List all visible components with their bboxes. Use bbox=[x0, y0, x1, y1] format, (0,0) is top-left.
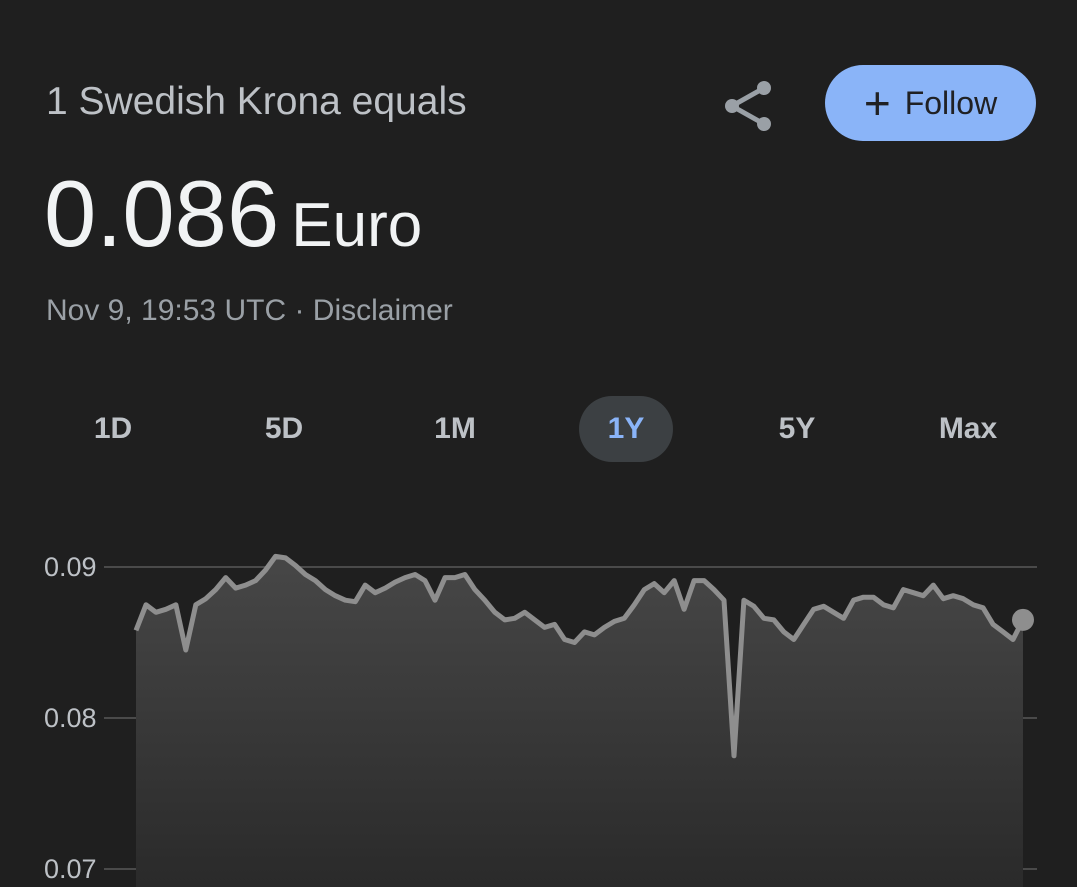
timestamp: Nov 9, 19:53 UTC bbox=[46, 294, 287, 327]
chart-line bbox=[133, 553, 1026, 759]
current-value-dot bbox=[1012, 608, 1034, 631]
tab-5d[interactable]: 5D bbox=[264, 412, 304, 445]
rate-meta: Nov 9, 19:53 UTC · Disclaimer bbox=[46, 294, 453, 328]
follow-button[interactable]: + Follow bbox=[825, 65, 1036, 141]
y-tick-label: 0.09 bbox=[44, 552, 97, 582]
disclaimer-link[interactable]: Disclaimer bbox=[312, 294, 453, 327]
plus-icon: + bbox=[863, 77, 891, 129]
chart-area-fill bbox=[136, 556, 1023, 887]
y-tick-label: 0.08 bbox=[44, 703, 97, 733]
conversion-title: 1 Swedish Krona equals bbox=[46, 80, 467, 123]
tab-1y[interactable]: 1Y bbox=[579, 396, 673, 462]
share-button[interactable] bbox=[718, 76, 778, 136]
y-tick-label: 0.07 bbox=[44, 854, 97, 884]
currency-name: Euro bbox=[291, 191, 423, 260]
exchange-rate: 0.086 Euro bbox=[44, 160, 422, 268]
tab-max[interactable]: Max bbox=[938, 412, 998, 445]
tab-1m[interactable]: 1M bbox=[434, 412, 476, 445]
follow-label: Follow bbox=[904, 84, 998, 121]
tab-1d[interactable]: 1D bbox=[93, 412, 133, 445]
share-icon bbox=[725, 81, 771, 131]
separator: · bbox=[286, 294, 313, 327]
tab-5y[interactable]: 5Y bbox=[778, 412, 816, 445]
rate-value: 0.086 bbox=[44, 161, 280, 266]
